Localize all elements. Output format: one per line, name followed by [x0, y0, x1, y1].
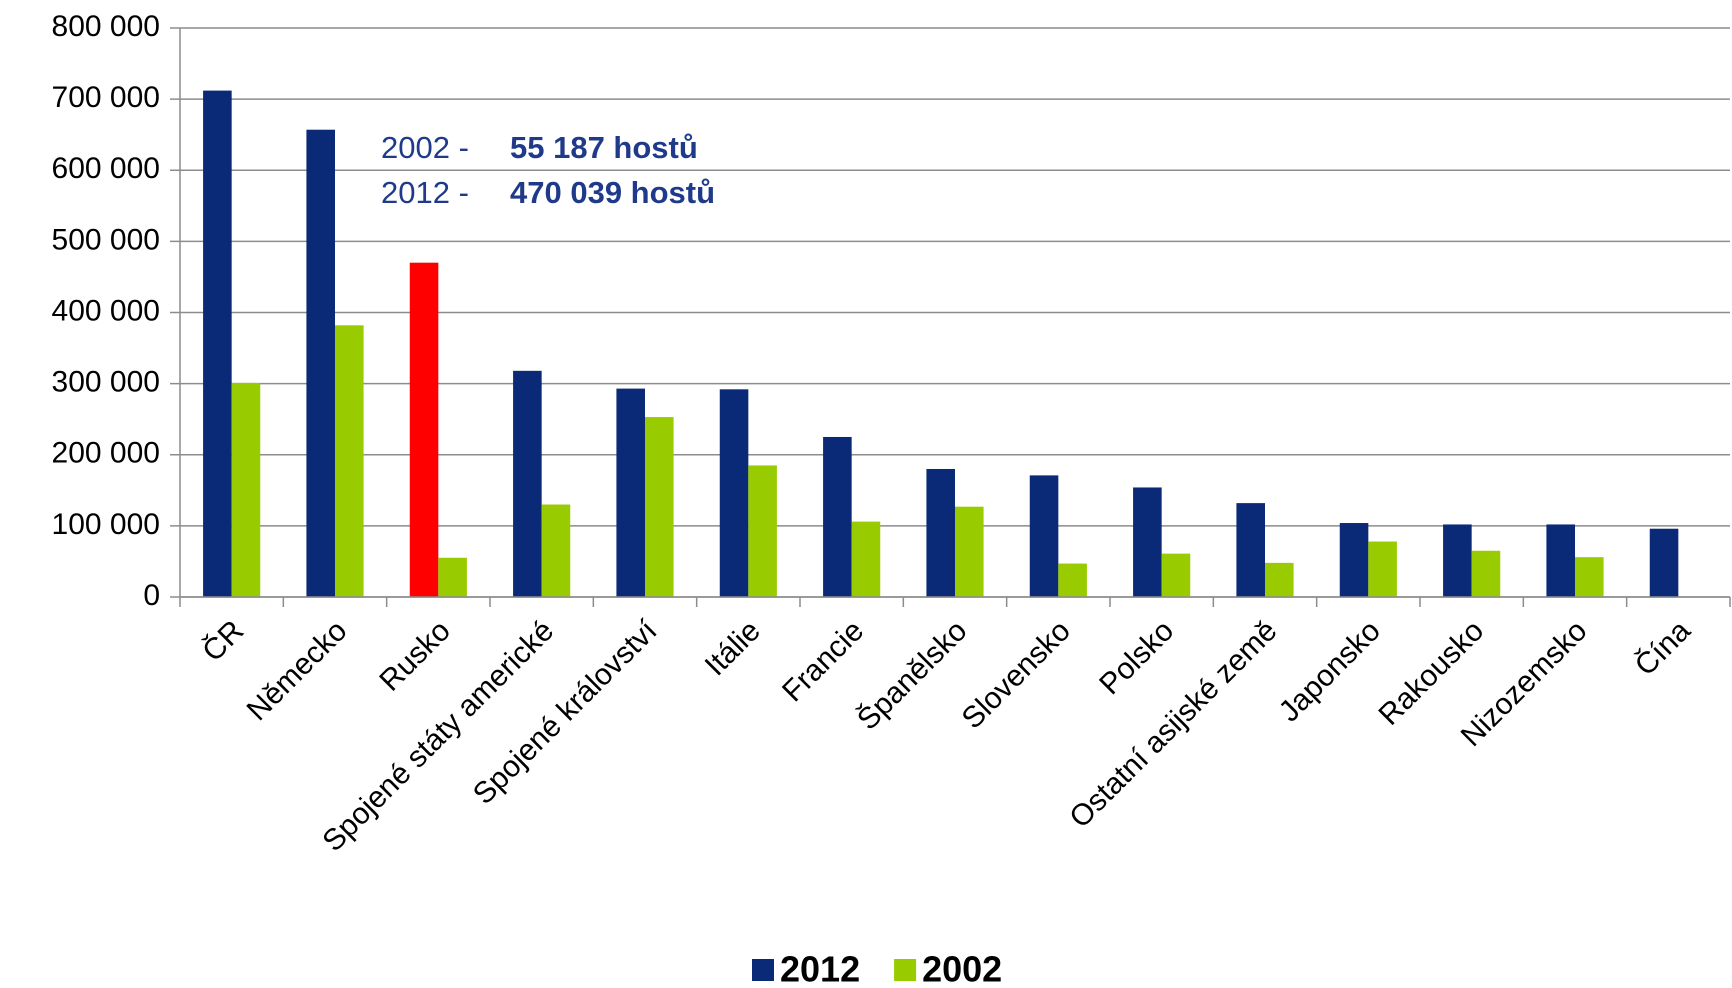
bar [409, 262, 439, 597]
annotation-label: 2002 - [381, 130, 469, 165]
x-tick-label-group: Čína [1628, 613, 1697, 682]
bar [1471, 550, 1501, 597]
bar [203, 90, 232, 597]
bar [1029, 475, 1059, 597]
bar [306, 129, 335, 598]
bar [1133, 487, 1162, 597]
y-tick-label: 600 000 [52, 152, 160, 185]
y-tick-label: 100 000 [52, 508, 160, 541]
bar [1161, 553, 1191, 597]
x-tick-label: Polsko [1093, 614, 1180, 701]
bar [1368, 541, 1397, 597]
x-tick-label: Čína [1628, 613, 1697, 682]
bar [1443, 524, 1472, 597]
bar [541, 504, 571, 597]
annotation-value: 55 187 hostů [510, 130, 698, 165]
bar [1236, 503, 1265, 597]
x-tick-label: Španělsko [850, 614, 973, 737]
x-tick-label-group: Francie [776, 614, 870, 708]
bar [1575, 557, 1604, 597]
x-tick-label: Rusko [373, 614, 456, 697]
x-tick-label-group: Německo [241, 614, 354, 727]
y-tick-label: 500 000 [52, 223, 160, 256]
x-tick-label: ČR [196, 614, 251, 669]
y-tick-label: 0 [143, 579, 160, 612]
legend-swatch [752, 959, 774, 981]
y-tick-label: 300 000 [52, 366, 160, 399]
x-tick-label-group: Itálie [699, 614, 767, 682]
x-tick-label-group: Slovensko [956, 614, 1077, 735]
bar [955, 506, 984, 597]
bar [231, 382, 261, 597]
bar [1265, 562, 1294, 597]
bar [1058, 563, 1087, 597]
legend-label: 2012 [780, 949, 860, 988]
bar [335, 325, 364, 597]
bar [823, 436, 852, 597]
x-tick-label-group: Rusko [373, 614, 456, 697]
x-tick-label: Francie [776, 614, 870, 708]
x-tick-label-group: ČR [196, 614, 251, 669]
legend-swatch [894, 959, 917, 981]
legend-label: 2002 [922, 949, 1002, 988]
bar [851, 521, 881, 597]
y-tick-label: 400 000 [52, 294, 160, 327]
y-tick-label: 700 000 [52, 81, 160, 114]
bar [645, 417, 674, 597]
annotation-value: 470 039 hostů [510, 175, 715, 210]
x-tick-label-group: Španělsko [850, 614, 973, 737]
bar [438, 557, 467, 597]
bar [1339, 523, 1369, 597]
x-tick-label: Ostatní asijské země [1063, 614, 1283, 834]
x-tick-label: Itálie [699, 614, 767, 682]
x-tick-label: Slovensko [956, 614, 1077, 735]
x-tick-label-group: Polsko [1093, 614, 1180, 701]
x-tick-label: Spojené království [467, 614, 664, 811]
bar [719, 389, 749, 597]
x-tick-label-group: Ostatní asijské země [1063, 614, 1283, 834]
bar [1546, 524, 1575, 597]
annotation-label: 2012 - [381, 175, 469, 210]
y-tick-label: 800 000 [52, 10, 160, 43]
x-tick-label: Japonsko [1273, 614, 1387, 728]
bar [616, 388, 645, 597]
bar [748, 465, 777, 597]
y-tick-label: 200 000 [52, 437, 160, 470]
x-tick-label: Německo [241, 614, 354, 727]
bar [926, 468, 955, 597]
x-tick-label-group: Japonsko [1273, 614, 1387, 728]
bar [1649, 528, 1679, 597]
x-tick-label-group: Spojené království [467, 614, 664, 811]
bar [513, 370, 542, 597]
